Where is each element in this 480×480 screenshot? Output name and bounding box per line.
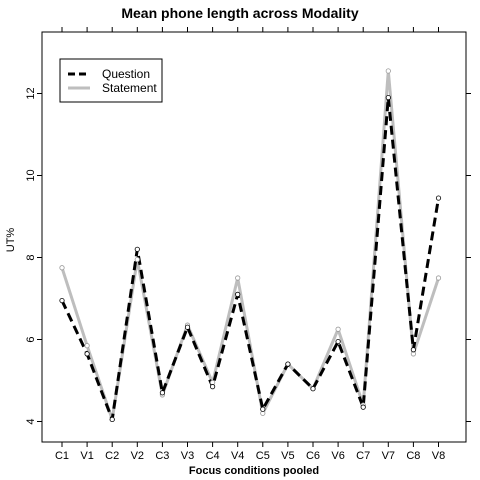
data-point-question — [360, 404, 366, 410]
y-tick-label: 8 — [25, 254, 37, 260]
data-point-question — [285, 361, 291, 367]
data-point-statement — [84, 343, 90, 349]
series-line-statement — [60, 69, 440, 421]
x-tick-label: C8 — [406, 450, 420, 462]
y-tick-label: 6 — [25, 336, 37, 342]
x-tick-label: V1 — [80, 450, 93, 462]
data-point-question — [159, 390, 165, 396]
x-tick-label: C4 — [206, 450, 220, 462]
data-point-question — [385, 95, 391, 101]
data-point-question — [260, 406, 266, 412]
x-tick-label: C6 — [306, 450, 320, 462]
legend: Question Statement — [59, 58, 163, 103]
x-tick-label: V8 — [432, 450, 445, 462]
x-tick-label: C1 — [55, 450, 69, 462]
y-tick-label: 4 — [25, 418, 37, 424]
x-tick-label: C5 — [256, 450, 270, 462]
data-point-question — [184, 324, 191, 330]
x-tick-label: V3 — [181, 450, 194, 462]
x-tick-label: V5 — [281, 450, 294, 462]
x-tick-label: C7 — [356, 450, 370, 462]
x-tick-label: V4 — [231, 450, 244, 462]
data-point-question — [435, 195, 442, 201]
data-point-question — [84, 351, 90, 357]
data-point-statement — [385, 68, 391, 74]
data-point-question — [109, 416, 115, 423]
data-point-question — [310, 386, 316, 392]
plot-frame — [41, 31, 467, 443]
data-point-statement — [335, 326, 341, 332]
x-tick-label: C3 — [155, 450, 169, 462]
data-point-question — [134, 246, 140, 252]
data-point-statement — [235, 275, 241, 281]
data-point-statement — [435, 275, 442, 281]
series-line-question — [60, 96, 440, 421]
x-axis: C1 V1 C2 V2 C3 V3 C4 V4 C5 V5 C6 V6 C7 V7 C8 V8 — [55, 27, 445, 462]
y-axis: 4 6 8 10 12 — [25, 87, 471, 425]
data-point-question — [210, 384, 216, 390]
y-tick-label: 12 — [25, 87, 37, 99]
x-tick-label: V2 — [131, 450, 144, 462]
data-point-statement — [59, 265, 65, 271]
y-tick-label: 10 — [25, 169, 37, 181]
legend-label-question: Question — [102, 67, 150, 81]
legend-box — [59, 58, 163, 103]
y-axis-title: UT% — [5, 228, 17, 253]
x-tick-label: C2 — [105, 450, 119, 462]
chart-title: Mean phone length across Modality — [121, 5, 358, 21]
x-axis-title: Focus conditions pooled — [189, 465, 319, 477]
data-point-question — [59, 297, 65, 304]
data-point-question — [335, 338, 341, 345]
series-layer — [59, 68, 442, 423]
legend-label-statement: Statement — [102, 81, 157, 95]
data-point-question — [410, 347, 416, 353]
data-point-statement — [134, 256, 140, 263]
data-point-question — [235, 291, 241, 297]
x-tick-label: V7 — [382, 450, 395, 462]
x-tick-label: V6 — [331, 450, 344, 462]
